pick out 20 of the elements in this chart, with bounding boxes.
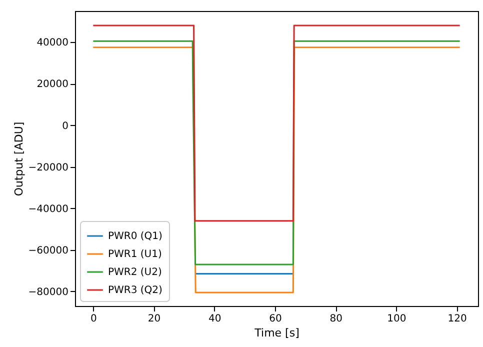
x-tick-label: 100	[387, 314, 406, 324]
x-tick-label: 0	[90, 314, 97, 324]
legend-label: PWR1 (U1)	[108, 249, 162, 260]
legend-label: PWR2 (U2)	[108, 267, 162, 278]
y-tick-label: 20000	[36, 79, 68, 90]
x-tick-label: 20	[148, 314, 161, 324]
legend-label: PWR0 (Q1)	[108, 231, 163, 242]
x-tick-label: 60	[269, 314, 282, 324]
y-tick-label: 40000	[36, 38, 68, 49]
y-tick-label: −60000	[28, 245, 68, 256]
x-tick-label: 120	[448, 314, 467, 324]
legend-label: PWR3 (Q2)	[108, 285, 163, 296]
x-tick-label: 80	[330, 314, 342, 324]
y-tick-label: −40000	[28, 204, 68, 215]
x-tick-label: 40	[208, 314, 222, 324]
y-tick-label: 0	[62, 120, 68, 132]
x-axis-title: Time [s]	[254, 326, 300, 340]
y-tick-label: −20000	[28, 162, 68, 174]
y-tick-label: −80000	[28, 286, 68, 298]
y-axis-title: Output [ADU]	[12, 122, 26, 196]
